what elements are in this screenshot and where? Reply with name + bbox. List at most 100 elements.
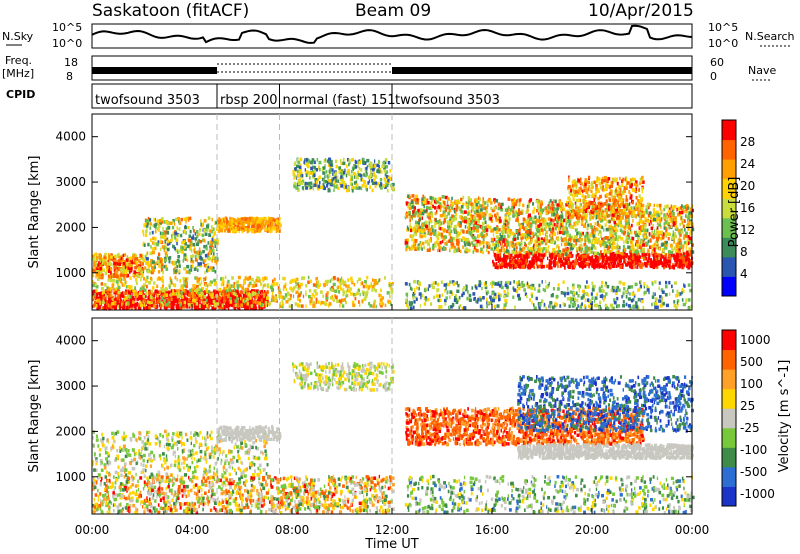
echo-cell	[433, 206, 437, 210]
echo-cell	[425, 205, 429, 210]
echo-cell	[555, 245, 558, 249]
echo-cell	[315, 167, 319, 172]
echo-cell	[222, 282, 225, 287]
echo-cell	[646, 204, 649, 208]
echo-cell	[413, 247, 417, 251]
echo-cell	[308, 173, 310, 177]
echo-cell	[606, 219, 610, 224]
echo-cell	[276, 221, 280, 225]
echo-cell	[667, 250, 672, 254]
echo-cell	[253, 280, 256, 285]
echo-cell	[220, 304, 223, 308]
echo-cell	[130, 306, 133, 311]
echo-cell	[549, 199, 552, 203]
echo-cell	[193, 286, 196, 291]
echo-cell	[225, 225, 228, 229]
echo-cell	[491, 214, 493, 219]
echo-cell	[436, 210, 438, 214]
echo-cell	[588, 246, 591, 251]
echo-cell	[256, 219, 260, 224]
echo-cell	[650, 251, 653, 256]
echo-cell	[96, 272, 100, 277]
echo-cell	[131, 300, 135, 304]
echo-cell	[166, 299, 168, 303]
echo-cell	[301, 173, 304, 178]
echo-cell	[489, 198, 492, 203]
echo-cell	[419, 240, 422, 245]
echo-cell	[519, 224, 523, 229]
echo-cell	[189, 298, 191, 302]
echo-cell	[612, 245, 616, 250]
echo-cell	[119, 304, 122, 309]
echo-cell	[391, 187, 395, 191]
echo-cell	[686, 242, 689, 246]
echo-cell	[507, 231, 509, 236]
echo-cell	[580, 243, 583, 248]
echo-cell	[661, 250, 663, 255]
echo-cell	[633, 249, 636, 254]
echo-cell	[204, 270, 206, 275]
echo-cell	[496, 212, 499, 216]
echo-cell	[627, 231, 629, 236]
echo-cell	[679, 233, 682, 237]
echo-cell	[513, 247, 516, 252]
echo-cell	[384, 179, 387, 184]
echo-cell	[242, 295, 245, 299]
echo-cell	[475, 206, 479, 211]
echo-cell	[343, 280, 347, 285]
echo-cell	[103, 261, 107, 266]
echo-cell	[173, 222, 176, 226]
echo-cell	[149, 263, 153, 267]
echo-cell	[566, 233, 570, 238]
echo-cell	[369, 161, 373, 166]
echo-cell	[118, 255, 121, 260]
echo-cell	[142, 276, 146, 281]
echo-cell	[443, 213, 446, 218]
echo-cell	[480, 208, 483, 212]
echo-cell	[92, 295, 94, 300]
echo-cell	[500, 208, 504, 212]
echo-cell	[229, 227, 232, 231]
echo-cell	[493, 227, 497, 231]
echo-cell	[161, 303, 165, 307]
echo-cell	[131, 295, 135, 300]
echo-cell	[338, 299, 342, 303]
echo-cell	[342, 288, 345, 292]
echo-cell	[98, 291, 101, 296]
echo-cell	[94, 282, 97, 286]
echo-cell	[142, 232, 145, 237]
echo-cell	[329, 160, 332, 164]
echo-cell	[608, 219, 611, 224]
echo-cell	[359, 292, 361, 297]
echo-cell	[315, 180, 318, 184]
echo-cell	[339, 287, 343, 291]
echo-cell	[201, 233, 205, 238]
echo-cell	[158, 224, 161, 228]
echo-cell	[457, 231, 460, 235]
echo-cell	[593, 231, 596, 235]
echo-cell	[345, 284, 348, 288]
echo-cell	[476, 197, 479, 202]
echo-cell	[354, 175, 357, 179]
echo-cell	[315, 281, 318, 285]
echo-cell	[120, 293, 122, 297]
echo-cell	[502, 248, 505, 253]
echo-cell	[353, 292, 355, 297]
echo-cell	[332, 275, 336, 280]
echo-cell	[117, 267, 119, 272]
echo-cell	[251, 292, 255, 297]
echo-cell	[125, 285, 128, 289]
echo-cell	[174, 217, 178, 222]
echo-cell	[313, 169, 317, 174]
echo-cell	[165, 289, 168, 294]
echo-cell	[238, 283, 242, 288]
echo-cell	[181, 249, 185, 254]
echo-cell	[219, 300, 221, 305]
echo-cell	[112, 297, 114, 302]
echo-cell	[112, 303, 116, 307]
echo-cell	[121, 254, 123, 259]
echo-cell	[254, 306, 257, 310]
echo-cell	[214, 270, 217, 274]
echo-cell	[532, 210, 535, 214]
echo-cell	[569, 200, 573, 205]
